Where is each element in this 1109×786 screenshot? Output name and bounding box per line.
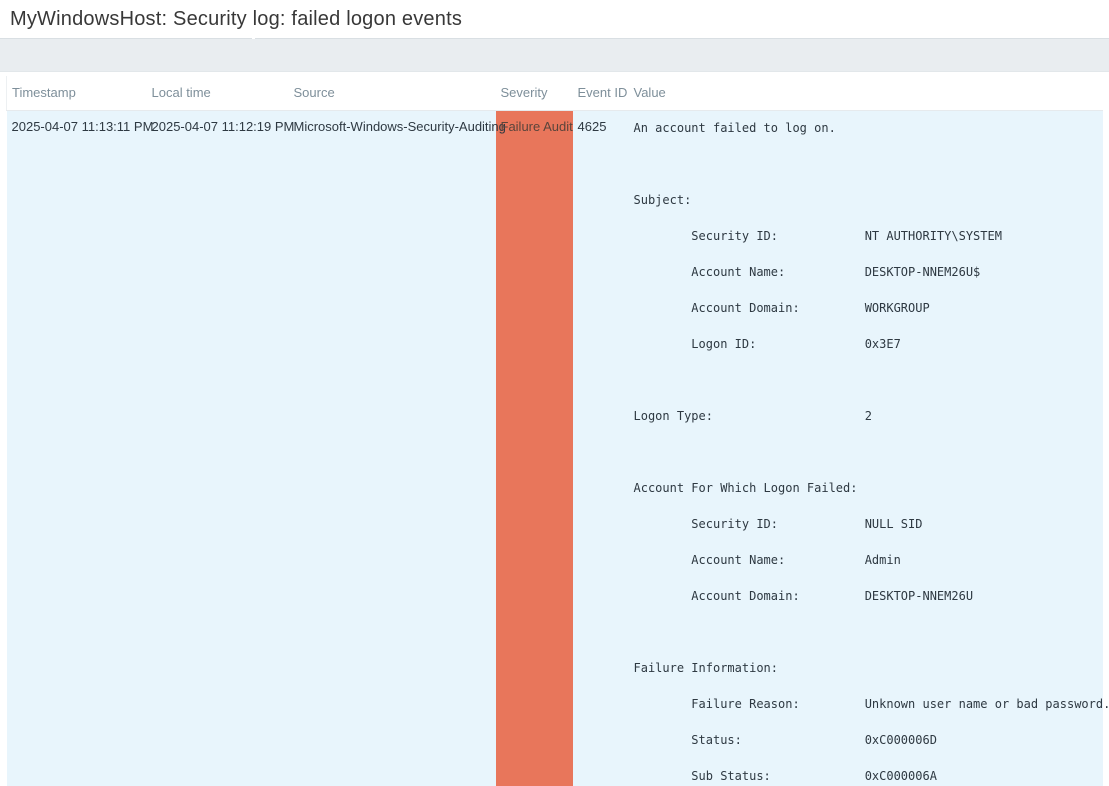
log-text-line: Failure Information:	[633, 660, 779, 675]
log-text-line: Account Name: DESKTOP-NNEM26U$	[633, 264, 981, 279]
log-text-line: Status: 0xC000006D	[633, 732, 937, 747]
log-text-line: Security ID: NULL SID	[633, 516, 923, 531]
value-cell: An account failed to log on. Subject: Sec…	[628, 110, 1109, 786]
timestamp-cell: 2025-04-07 11:13:11 PM	[6, 110, 153, 786]
table-header-row: Timestamp Local time Source Severity Eve…	[6, 76, 1103, 111]
log-text-line: An account failed to log on.	[633, 120, 836, 135]
log-text-line: Account Name: Admin	[633, 552, 901, 567]
toolbar-top-border	[0, 38, 1109, 39]
filter-toolbar	[0, 39, 1109, 72]
log-text-line: Failure Reason: Unknown user name or bad…	[633, 696, 1109, 711]
value-cell-lines: An account failed to log on. Subject: Sec…	[633, 119, 1109, 786]
column-header-value: Value	[628, 76, 1103, 111]
title-bar: MyWindowsHost: Security log: failed logo…	[0, 0, 1109, 38]
event-log-table: Timestamp Local time Source Severity Eve…	[6, 76, 1109, 786]
log-text-line: Account Domain: DESKTOP-NNEM26U	[633, 588, 974, 603]
column-header-event-id: Event ID	[572, 76, 629, 111]
local-time-cell: 2025-04-07 11:12:19 PM	[146, 110, 294, 786]
source-cell: Microsoft-Windows-Security-Auditing	[288, 110, 506, 786]
log-text-line: Logon ID: 0x3E7	[633, 336, 901, 351]
severity-cell: Failure Audit	[495, 110, 573, 786]
log-text-line	[634, 371, 1104, 407]
table-row: 2025-04-07 11:13:11 PM 2025-04-07 11:12:…	[6, 110, 1109, 786]
event-id-cell: 4625	[572, 110, 629, 786]
page-title: MyWindowsHost: Security log: failed logo…	[10, 7, 463, 30]
column-header-local-time: Local time	[146, 76, 289, 111]
log-table-container: Timestamp Local time Source Severity Eve…	[6, 76, 1109, 786]
log-text-line	[634, 155, 1104, 191]
log-text-line: Account For Which Logon Failed:	[633, 480, 858, 495]
log-text-line	[634, 443, 1104, 479]
column-header-timestamp: Timestamp	[6, 76, 147, 111]
column-header-source: Source	[288, 76, 496, 111]
log-text-line: Account Domain: WORKGROUP	[633, 300, 930, 315]
column-header-severity: Severity	[495, 76, 573, 111]
log-text-line: Security ID: NT AUTHORITY\SYSTEM	[633, 228, 1002, 243]
log-text-line	[634, 623, 1104, 659]
log-text-line: Subject:	[633, 192, 692, 207]
toolbar-tab-gap	[252, 38, 255, 39]
log-text-line: Sub Status: 0xC000006A	[633, 768, 937, 783]
log-text-line: Logon Type: 2	[633, 408, 872, 423]
